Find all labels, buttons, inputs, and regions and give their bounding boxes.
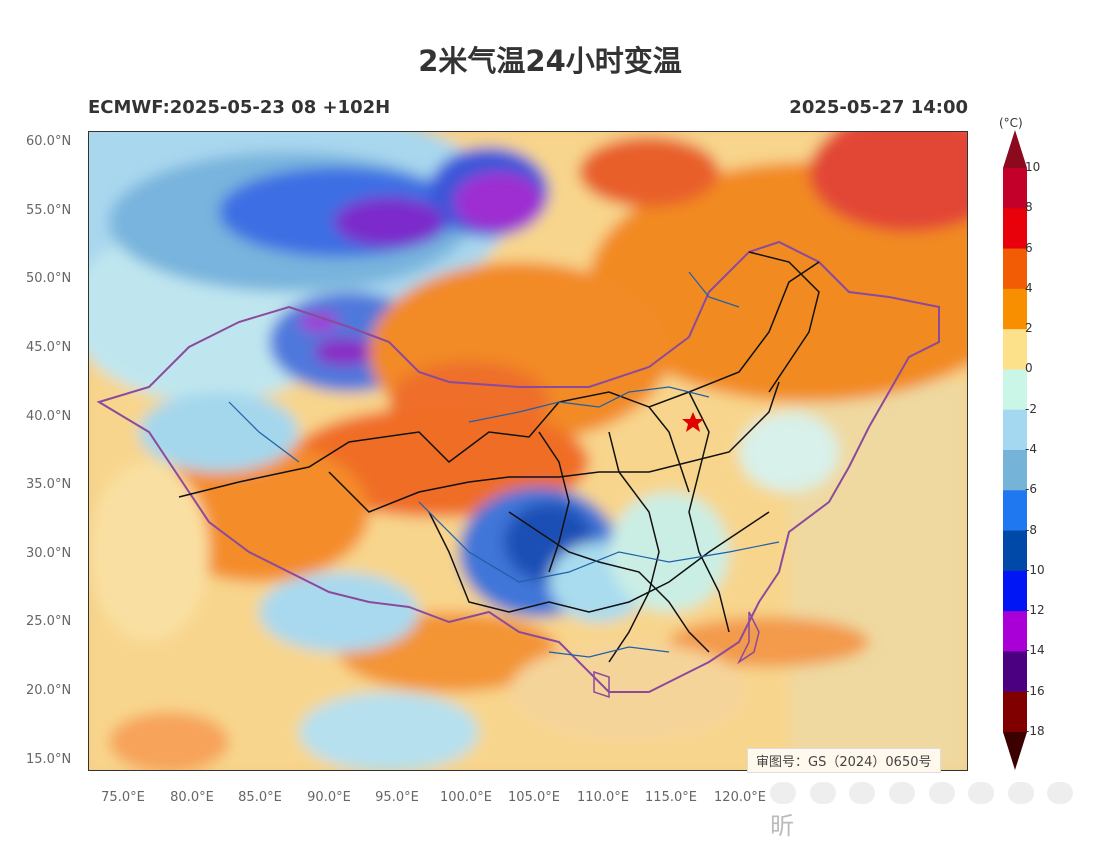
colorbar-segment [1003, 288, 1027, 330]
watermark-blob [928, 782, 955, 804]
colorbar-tick-label: -14 [1025, 643, 1045, 658]
chart-title: 2米气温24小时变温 [418, 44, 682, 78]
colorbar-tick-label: -18 [1025, 724, 1045, 738]
colorbar-segment [1003, 409, 1027, 451]
lon-label: 80.0°E [170, 790, 214, 805]
watermark: 昕 [770, 778, 1100, 840]
colorbar-segment [1003, 450, 1027, 491]
colorbar-segment [1003, 248, 1027, 290]
colorbar-segment [1003, 329, 1027, 370]
lat-label: 50.0°N [26, 271, 72, 286]
lat-label: 20.0°N [26, 683, 72, 698]
lon-label: 95.0°E [375, 790, 419, 805]
colorbar-unit: (°C) [999, 116, 1023, 130]
lat-label: 35.0°N [26, 477, 72, 492]
colorbar-segment [1003, 490, 1027, 532]
watermark-blob [849, 782, 876, 804]
colorbar-tick-label: 2 [1025, 321, 1033, 336]
watermark-text: 昕 [770, 812, 794, 840]
watermark-blob [968, 782, 995, 804]
colorbar-tick-label: -10 [1025, 562, 1045, 577]
colorbar-tick-label: -4 [1025, 442, 1037, 456]
watermark-blob [809, 782, 836, 804]
colorbar-tick-label: -8 [1025, 522, 1037, 537]
lon-label: 100.0°E [440, 790, 492, 805]
lat-label: 60.0°N [26, 134, 72, 149]
colorbar-segment [1003, 530, 1027, 572]
colorbar-segment [1003, 570, 1027, 612]
colorbar-tick-label: 0 [1025, 361, 1033, 376]
lon-label: 90.0°E [307, 790, 351, 805]
map-canvas [89, 132, 967, 770]
valid-time-label: 2025-05-27 14:00 [789, 97, 968, 118]
colorbar-segment [1003, 208, 1027, 250]
colorbar [1003, 130, 1027, 770]
lon-label: 120.0°E [714, 790, 766, 805]
lat-label: 45.0°N [26, 340, 72, 355]
colorbar-tick-label: 10 [1025, 160, 1041, 174]
lon-label: 85.0°E [238, 790, 282, 805]
lat-label: 40.0°N [26, 409, 72, 424]
colorbar-tick-label: -2 [1025, 401, 1037, 416]
colorbar-segment [1003, 691, 1027, 733]
colorbar-tick-label: 8 [1025, 200, 1033, 215]
watermark-blob [1007, 782, 1034, 804]
colorbar-tick-label: -16 [1025, 683, 1045, 698]
lon-label: 110.0°E [577, 790, 629, 805]
lat-label: 15.0°N [26, 752, 72, 767]
watermark-blob [888, 782, 915, 804]
colorbar-segment [1003, 168, 1027, 209]
colorbar-top-arrow [1003, 130, 1027, 168]
temperature-change-map[interactable] [88, 131, 968, 771]
temperature-field [89, 132, 967, 770]
capital-marker-icon [682, 412, 704, 432]
colorbar-tick-label: 4 [1025, 280, 1033, 295]
colorbar-segment [1003, 651, 1027, 693]
lon-label: 115.0°E [645, 790, 697, 805]
colorbar-segment [1003, 369, 1027, 411]
colorbar-bottom-arrow [1003, 732, 1027, 770]
colorbar-tick-label: -12 [1025, 603, 1045, 618]
colorbar-tick-label: -6 [1025, 482, 1037, 497]
lat-label: 25.0°N [26, 614, 72, 629]
colorbar-tick-label: 6 [1025, 240, 1033, 255]
colorbar-segment [1003, 611, 1027, 652]
lat-label: 30.0°N [26, 546, 72, 561]
watermark-blob [1047, 782, 1074, 804]
model-run-label: ECMWF:2025-05-23 08 +102H [88, 97, 391, 118]
lon-label: 105.0°E [508, 790, 560, 805]
approval-number: 审图号：GS（2024）0650号 [747, 748, 941, 773]
watermark-blob [770, 782, 796, 804]
lat-label: 55.0°N [26, 203, 72, 218]
lon-label: 75.0°E [101, 790, 145, 805]
boundaries [96, 240, 940, 699]
